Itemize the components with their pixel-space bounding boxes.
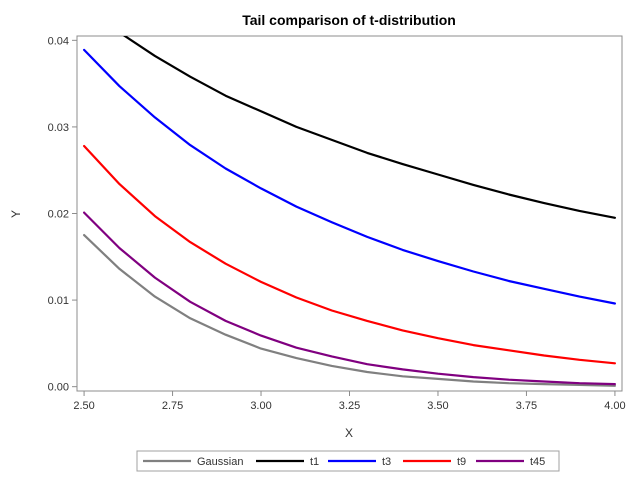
y-tick-label: 0.04: [48, 35, 69, 47]
series-line-t9: [83, 144, 616, 365]
series-group: [83, 36, 616, 387]
legend-label-t45: t45: [530, 456, 545, 468]
legend: Gaussian t1 t3 t9 t45: [136, 450, 560, 472]
series-line-t45: [83, 211, 616, 386]
y-axis-label: Y: [9, 210, 23, 218]
y-tick-label: 0.03: [48, 122, 69, 134]
legend-label-t9: t9: [457, 456, 466, 468]
y-axis: 0.00 0.01 0.02 0.03 0.04: [48, 35, 77, 394]
x-axis-label: X: [345, 426, 353, 440]
series-line-t3: [83, 48, 616, 305]
y-tick-label: 0.00: [48, 382, 69, 394]
x-tick-label: 2.75: [162, 400, 183, 412]
legend-label-gaussian: Gaussian: [197, 456, 243, 468]
series-line-t1: [122, 36, 616, 219]
x-tick-label: 2.50: [73, 400, 94, 412]
y-tick-label: 0.02: [48, 209, 69, 221]
x-tick-label: 3.00: [250, 400, 271, 412]
x-tick-label: 4.00: [604, 400, 625, 412]
x-tick-label: 3.75: [516, 400, 537, 412]
legend-label-t1: t1: [310, 456, 319, 468]
chart-title: Tail comparison of t-distribution: [242, 12, 456, 28]
series-line-gaussian: [83, 234, 616, 387]
y-tick-label: 0.01: [48, 295, 69, 307]
x-tick-label: 3.50: [427, 400, 448, 412]
plot-frame: [76, 35, 623, 392]
legend-label-t3: t3: [382, 456, 391, 468]
x-tick-label: 3.25: [339, 400, 360, 412]
x-axis: 2.50 2.75 3.00 3.25 3.50 3.75 4.00: [73, 391, 626, 412]
